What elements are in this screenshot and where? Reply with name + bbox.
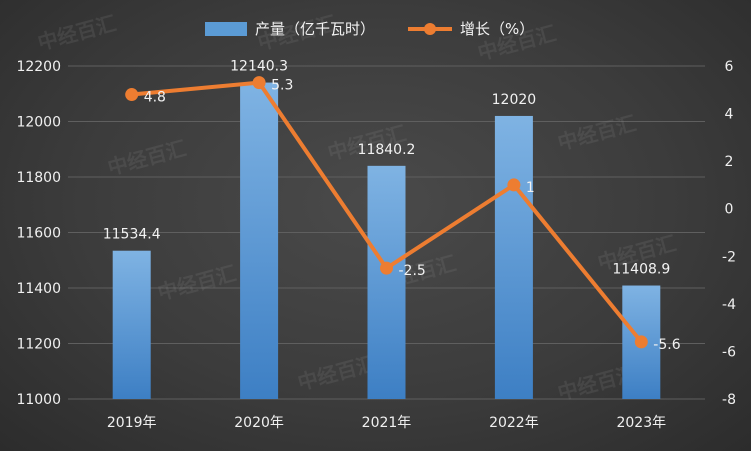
line-data-label: -2.5 <box>399 263 426 279</box>
y-right-tick-label: -8 <box>722 392 736 408</box>
x-tick-label: 2020年 <box>234 415 284 431</box>
y-right-tick-label: -4 <box>722 297 736 313</box>
bar <box>494 115 533 399</box>
watermark-text: 中经百汇 <box>105 136 188 180</box>
bar <box>112 250 151 399</box>
line-data-label: 4.8 <box>144 90 166 106</box>
bar-data-label: 12140.3 <box>230 59 288 75</box>
x-tick-label: 2023年 <box>616 415 666 431</box>
watermark-text: 中经百汇 <box>35 11 118 55</box>
watermark-text: 中经百汇 <box>155 261 238 305</box>
y-left-tick-label: 11200 <box>16 337 61 353</box>
legend-bar-swatch <box>205 22 247 36</box>
y-left-tick-label: 11800 <box>16 170 61 186</box>
line-data-label: 1 <box>526 180 535 196</box>
line-data-label: -5.6 <box>653 337 680 353</box>
line-point <box>252 76 266 90</box>
y-right-tick-label: 2 <box>725 154 734 170</box>
line-point <box>125 88 139 102</box>
y-left-tick-label: 11400 <box>16 281 61 297</box>
y-right-tick-label: -6 <box>722 344 736 360</box>
bar-data-label: 11534.4 <box>103 227 161 243</box>
bar <box>367 165 406 399</box>
legend-line-label: 增长（%） <box>460 20 534 38</box>
legend-bar-label: 产量（亿千瓦时） <box>255 20 375 38</box>
x-tick-label: 2021年 <box>362 415 412 431</box>
line-point <box>507 178 521 192</box>
y-left-tick-label: 12000 <box>16 115 61 131</box>
y-right-tick-label: 4 <box>725 107 734 123</box>
bar-data-label: 11840.2 <box>358 142 416 158</box>
y-left-tick-label: 11000 <box>16 392 61 408</box>
bar <box>240 82 279 400</box>
bar-data-label: 12020 <box>492 92 537 108</box>
line-point <box>380 261 393 275</box>
watermark-text: 中经百汇 <box>295 351 378 395</box>
bar-data-label: 11408.9 <box>612 262 670 278</box>
watermark-text: 中经百汇 <box>555 111 638 155</box>
line-data-label: 5.3 <box>271 78 293 94</box>
x-tick-label: 2019年 <box>107 415 157 431</box>
y-left-tick-label: 12200 <box>16 59 61 75</box>
legend-line-marker <box>424 23 436 35</box>
x-tick-label: 2022年 <box>489 415 539 431</box>
y-right-tick-label: 0 <box>725 202 734 218</box>
y-left-tick-label: 11600 <box>16 226 61 242</box>
line-point <box>634 335 648 349</box>
y-right-tick-label: 6 <box>725 59 734 75</box>
y-right-tick-label: -2 <box>722 249 736 265</box>
